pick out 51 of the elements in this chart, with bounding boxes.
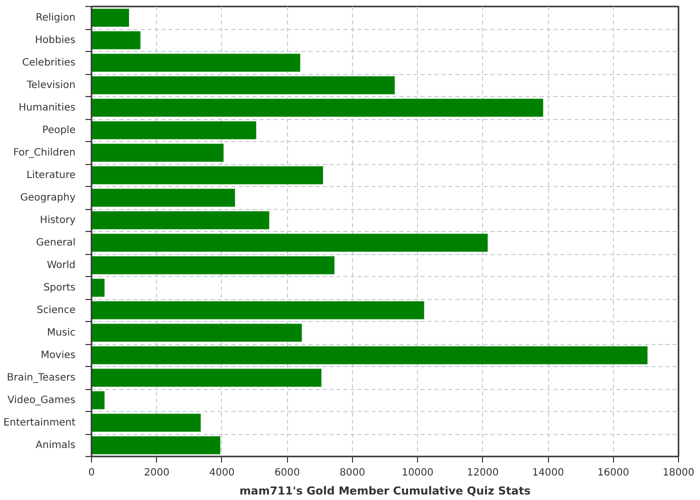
x-axis-title: mam711's Gold Member Cumulative Quiz Stats [239,484,531,498]
x-tick-label: 6000 [274,468,300,478]
bar [92,234,488,252]
y-tick-label: Humanities [18,102,76,114]
x-tick-label: 12000 [466,468,499,478]
y-tick-label: People [42,124,76,136]
bar [92,98,544,117]
bar [92,166,324,184]
x-tick-label: 16000 [597,468,630,478]
y-tick-label: History [40,214,76,226]
bar [92,211,270,230]
y-tick-label: Celebrities [22,57,76,68]
bar [92,301,424,320]
y-tick-label: Literature [26,170,76,181]
bar [92,31,140,50]
bar [92,391,105,410]
x-tick-label: 0 [88,468,95,478]
y-tick-label: Television [26,80,76,91]
bar [92,436,220,454]
y-tick-label: Religion [36,12,76,24]
x-tick-label: 14000 [532,468,564,478]
bar [92,54,300,72]
bar [92,346,648,364]
y-tick-label: Movies [40,350,76,361]
bar [92,188,235,207]
x-tick-label: 10000 [402,468,434,478]
bar [92,144,224,162]
y-tick-label: Music [47,327,76,338]
bar [92,324,302,342]
y-tick-label: Hobbies [35,34,76,46]
y-tick-label: General [36,237,76,248]
y-tick-label: Brain_Teasers [6,372,76,384]
bar [92,76,395,94]
x-tick-label: 18000 [662,468,694,478]
bar [92,121,256,140]
bar [92,8,130,27]
y-tick-label: Sports [43,282,76,294]
bar [92,256,334,274]
y-tick-label: Entertainment [3,417,76,428]
y-tick-label: For_Children [13,147,76,158]
bar [92,414,201,432]
bar [92,368,322,387]
y-tick-label: Video_Games [8,394,76,406]
y-tick-label: Science [36,304,76,316]
y-tick-label: World [46,260,76,271]
x-tick-label: 2000 [144,468,170,478]
x-tick-label: 4000 [209,468,235,478]
bar [92,278,105,297]
x-tick-label: 8000 [340,468,366,478]
y-tick-label: Geography [20,192,76,204]
y-tick-label: Animals [36,440,76,451]
